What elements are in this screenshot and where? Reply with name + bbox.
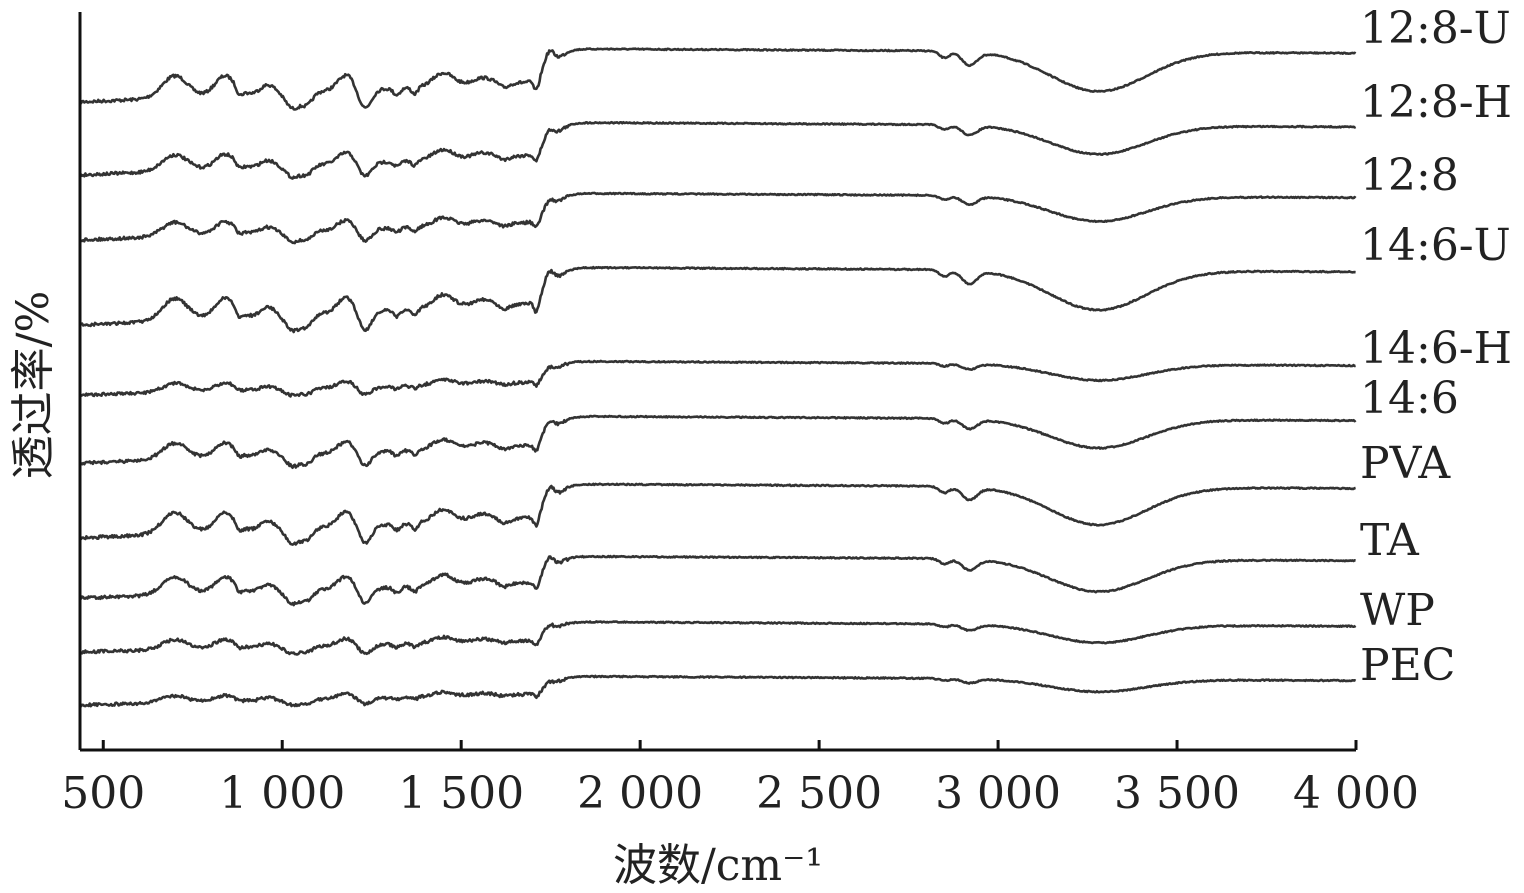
x-tick-label: 2 000 (577, 768, 703, 819)
series-label: TA (1360, 515, 1420, 566)
series-label: 14:6 (1360, 373, 1459, 424)
series-label: 12:8-U (1360, 3, 1511, 54)
series-lines-group (78, 47, 1357, 708)
series-line-9 (78, 674, 1357, 708)
x-axis-title: 波数/cm⁻¹ (613, 840, 823, 891)
x-tick-label: 4 000 (1293, 768, 1419, 819)
x-tick-label: 2 500 (756, 768, 882, 819)
x-ticks-group: 500 1 000 1 500 2 000 2 500 3 000 3 500 4 000 (61, 740, 1419, 819)
series-line-1 (79, 120, 1357, 180)
series-line-5 (79, 414, 1357, 469)
series-line-4 (79, 359, 1356, 398)
series-line-2 (79, 191, 1357, 245)
series-label: WP (1360, 585, 1435, 636)
series-line-8 (79, 620, 1357, 656)
x-tick-label: 3 000 (935, 768, 1061, 819)
series-line-3 (79, 265, 1356, 334)
series-label: PVA (1360, 438, 1451, 489)
series-label: PEC (1360, 640, 1455, 691)
x-tick-label: 1 500 (398, 768, 524, 819)
series-label: 14:6-H (1360, 323, 1512, 374)
x-tick-label: 500 (61, 768, 145, 819)
series-labels-group: 12:8-U 12:8-H 12:8 14:6-U 14:6-H14:6 PVA TA WPP… (1360, 3, 1512, 691)
series-label: 14:6-U (1360, 220, 1511, 271)
series-line-6 (79, 482, 1356, 546)
x-tick-label: 3 500 (1114, 768, 1240, 819)
series-label: 12:8 (1360, 150, 1459, 201)
y-axis-title: 透过率/% (8, 291, 59, 480)
axes-group (78, 12, 1356, 752)
series-label: 12:8-H (1360, 77, 1512, 128)
series-line-0 (78, 47, 1357, 111)
series-line-7 (79, 554, 1356, 607)
x-tick-label: 1 000 (219, 768, 345, 819)
